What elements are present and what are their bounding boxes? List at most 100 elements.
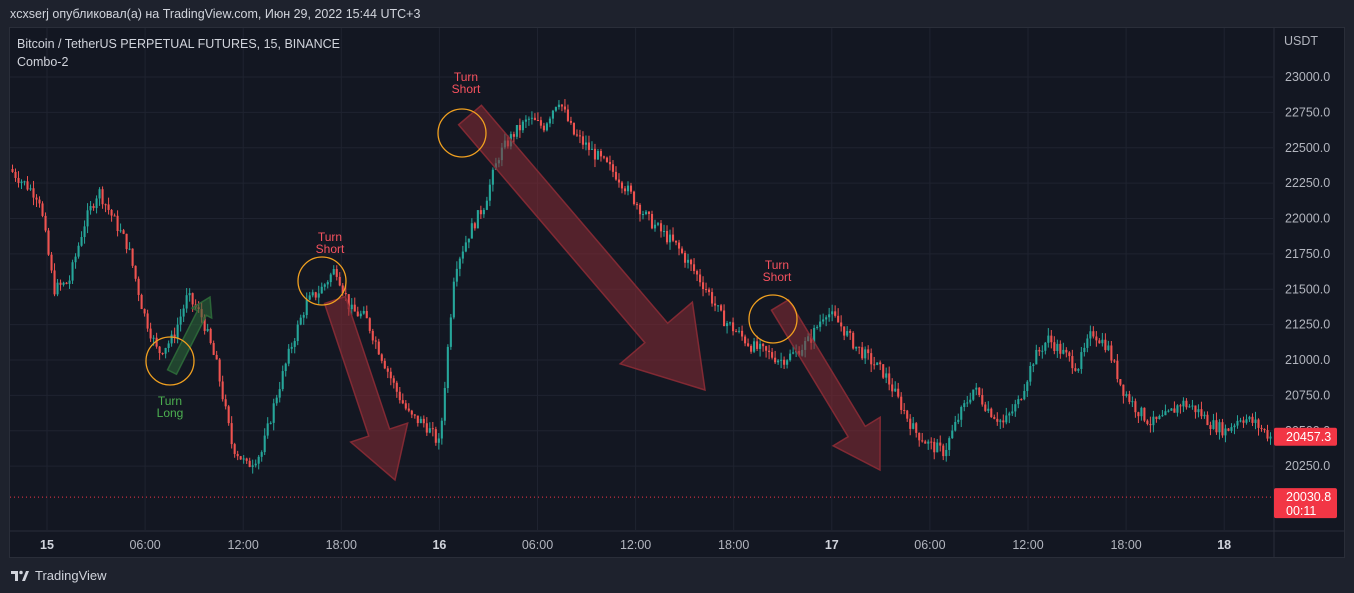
candle-body bbox=[92, 206, 95, 209]
candle-body bbox=[1167, 410, 1170, 412]
candle-body bbox=[840, 322, 843, 327]
candle-body bbox=[981, 395, 984, 405]
candle-body bbox=[308, 295, 311, 300]
x-tick-label: 18:00 bbox=[326, 538, 357, 552]
candle-body bbox=[951, 430, 954, 439]
candle-body bbox=[281, 371, 284, 390]
candle-body bbox=[392, 378, 395, 383]
candle-body bbox=[1239, 420, 1242, 422]
candle-body bbox=[26, 181, 29, 190]
signal-label-line1: Turn bbox=[318, 230, 342, 244]
candle-body bbox=[1014, 404, 1017, 412]
candle-body bbox=[1155, 416, 1158, 420]
candle-body bbox=[1161, 415, 1164, 417]
candle-body bbox=[1173, 408, 1176, 413]
candle-body bbox=[146, 313, 149, 329]
candle-body bbox=[813, 327, 816, 343]
candle-body bbox=[485, 200, 488, 210]
candle-body bbox=[1194, 405, 1197, 413]
candle-body bbox=[419, 418, 422, 424]
candle-body bbox=[855, 346, 858, 349]
candle-body bbox=[638, 204, 642, 215]
candle-body bbox=[626, 185, 630, 192]
candle-body bbox=[1044, 342, 1047, 351]
candle-body bbox=[732, 322, 735, 332]
candle-body bbox=[912, 423, 915, 429]
candle-body bbox=[1164, 411, 1167, 416]
candle-body bbox=[14, 171, 17, 178]
candle-body bbox=[822, 319, 825, 322]
candle-body bbox=[1035, 349, 1038, 365]
candle-body bbox=[335, 269, 338, 277]
symbol-title[interactable]: Bitcoin / TetherUS PERPETUAL FUTURES, 15… bbox=[17, 37, 341, 51]
candle-body bbox=[762, 343, 765, 347]
candle-body bbox=[557, 104, 560, 108]
chart-area[interactable] bbox=[9, 27, 1345, 558]
candle-body bbox=[1269, 436, 1272, 439]
candle-body bbox=[1098, 340, 1101, 344]
candle-body bbox=[1104, 339, 1107, 351]
candle-body bbox=[20, 181, 23, 183]
x-tick-label: 06:00 bbox=[522, 538, 553, 552]
candle-body bbox=[780, 359, 783, 361]
down-arrow-3 bbox=[770, 298, 881, 472]
candle-body bbox=[182, 308, 185, 317]
signal-label-line2: Long bbox=[157, 406, 184, 420]
candle-body bbox=[380, 354, 383, 361]
candle-body bbox=[311, 292, 314, 296]
candle-body bbox=[1206, 414, 1209, 426]
candle-body bbox=[479, 210, 482, 215]
candle-body bbox=[1185, 400, 1188, 408]
candle-body bbox=[897, 388, 900, 397]
candle-body bbox=[1020, 399, 1023, 401]
candle-body bbox=[290, 346, 293, 349]
candle-body bbox=[86, 210, 89, 227]
candle-body bbox=[389, 371, 392, 379]
candle-body bbox=[446, 346, 449, 389]
candle-body bbox=[521, 121, 524, 131]
candle-body bbox=[692, 264, 696, 271]
candle-body bbox=[954, 421, 957, 431]
candle-body bbox=[966, 402, 969, 404]
candle-body bbox=[1083, 347, 1086, 353]
candle-body bbox=[266, 423, 269, 436]
tradingview-logo-icon bbox=[11, 570, 29, 581]
candle-body bbox=[1023, 390, 1026, 400]
candle-body bbox=[344, 292, 347, 295]
footer-brand[interactable]: TradingView bbox=[10, 568, 107, 583]
candle-body bbox=[1227, 428, 1230, 431]
x-tick-label: 06:00 bbox=[914, 538, 945, 552]
chart-legend[interactable]: Bitcoin / TetherUS PERPETUAL FUTURES, 15… bbox=[17, 35, 340, 71]
candle-body bbox=[59, 282, 62, 285]
candle-body bbox=[662, 230, 666, 232]
candle-body bbox=[491, 169, 494, 185]
candle-body bbox=[113, 215, 116, 217]
candle-body bbox=[614, 171, 618, 180]
candle-body bbox=[1059, 343, 1062, 354]
candle-body bbox=[683, 252, 687, 263]
candle-body bbox=[74, 256, 77, 263]
candle-body bbox=[653, 224, 657, 229]
candle-body bbox=[425, 423, 428, 433]
y-tick-label: 22000.0 bbox=[1285, 212, 1330, 226]
candle-body bbox=[1134, 401, 1137, 413]
candle-body bbox=[647, 211, 651, 214]
candle-body bbox=[1113, 360, 1116, 362]
x-tick-label: 12:00 bbox=[1012, 538, 1043, 552]
indicator-name[interactable]: Combo-2 bbox=[17, 55, 69, 69]
dotted-level-label: 20030.8 bbox=[1286, 490, 1331, 504]
candle-body bbox=[888, 373, 891, 385]
candle-body bbox=[347, 294, 350, 310]
candle-body bbox=[720, 305, 723, 311]
candle-body bbox=[774, 357, 777, 363]
brand-name: TradingView bbox=[35, 568, 107, 583]
candle-body bbox=[1233, 425, 1236, 428]
candle-body bbox=[233, 444, 236, 454]
candle-body bbox=[993, 417, 996, 419]
candle-body bbox=[921, 440, 924, 442]
candle-body bbox=[518, 125, 521, 131]
candle-body bbox=[155, 337, 158, 347]
candle-body bbox=[575, 134, 578, 136]
candle-body bbox=[714, 303, 717, 306]
